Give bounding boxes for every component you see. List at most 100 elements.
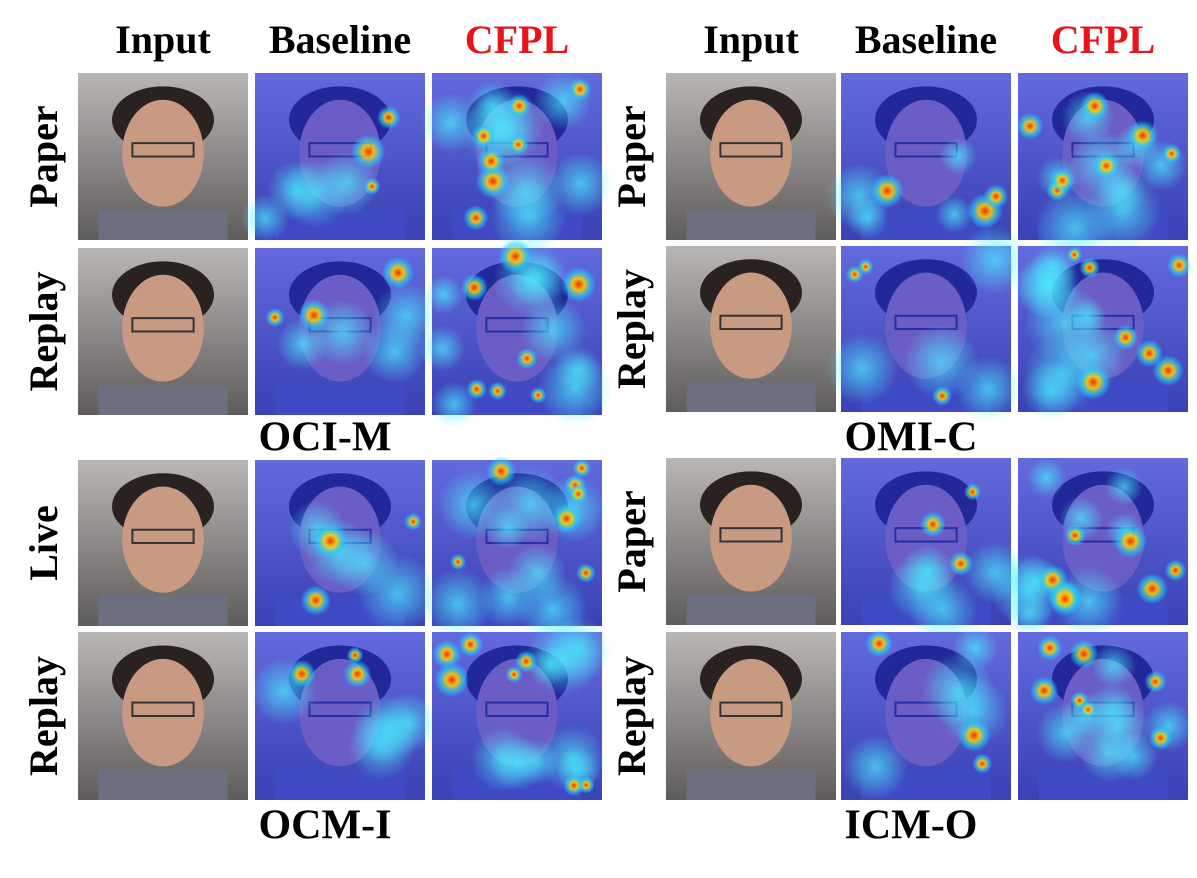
- hot-spot: [1063, 524, 1086, 547]
- column-header: CFPL: [465, 17, 569, 62]
- hot-spot: [505, 665, 523, 684]
- attention-map: [250, 632, 440, 800]
- glasses: [719, 142, 783, 158]
- warm-spot: [492, 466, 569, 542]
- hot-spot: [972, 753, 993, 774]
- warm-spot: [939, 137, 977, 175]
- input-image: [666, 632, 836, 800]
- hot-spot: [560, 266, 597, 303]
- warm-spot: [422, 568, 494, 640]
- hot-spot: [514, 650, 538, 673]
- warm-spot: [960, 224, 1030, 295]
- panel-title: OMI-C: [845, 415, 978, 461]
- shoulders: [686, 594, 816, 625]
- hot-spot: [351, 134, 386, 169]
- face: [710, 99, 792, 207]
- hot-spot: [1112, 324, 1139, 351]
- input-image: [666, 458, 836, 625]
- hot-spot: [1148, 726, 1173, 750]
- hot-spot: [312, 523, 349, 559]
- row-label: Paper: [609, 490, 654, 592]
- hot-spot: [1166, 253, 1192, 278]
- attention-map: [420, 71, 613, 256]
- hot-spot: [1050, 168, 1075, 193]
- hot-spot: [381, 256, 415, 289]
- attention-map: [841, 625, 1011, 800]
- face: [710, 272, 792, 379]
- warm-spot: [347, 711, 416, 781]
- shoulders: [98, 384, 228, 415]
- hot-spot: [287, 659, 316, 689]
- hot-spot: [1048, 582, 1082, 616]
- hot-spot: [434, 662, 470, 698]
- panel-title: OCI-M: [259, 415, 392, 461]
- attention-map: [841, 458, 1027, 645]
- attention-map: [1016, 73, 1188, 268]
- hot-spot: [1029, 676, 1059, 706]
- hot-spot: [1093, 152, 1120, 179]
- hot-spot: [983, 184, 1009, 209]
- hot-spot: [1066, 246, 1083, 263]
- hot-spot: [377, 105, 401, 130]
- column-header: Baseline: [269, 17, 411, 62]
- row-label: Replay: [21, 656, 66, 776]
- input-image: [78, 73, 248, 240]
- shoulders: [98, 596, 228, 626]
- hot-spot: [1127, 120, 1159, 152]
- attention-map: [422, 456, 607, 645]
- attention-map: [255, 248, 440, 415]
- shoulders: [98, 769, 228, 800]
- face: [122, 274, 204, 382]
- hot-spot: [1069, 639, 1099, 669]
- attention-map: [825, 73, 1011, 240]
- hot-spot: [1164, 559, 1187, 582]
- hot-spot: [486, 456, 517, 487]
- hot-spot: [529, 387, 547, 404]
- hot-spot: [363, 177, 381, 195]
- hot-spot: [1080, 91, 1110, 121]
- warm-spot: [419, 325, 466, 372]
- attention-map: [1018, 632, 1194, 800]
- glasses: [131, 528, 195, 544]
- hot-spot: [432, 639, 462, 669]
- hot-spot: [1079, 700, 1098, 719]
- row-label: Live: [21, 505, 66, 581]
- hot-spot: [1135, 339, 1164, 367]
- hot-spot: [449, 553, 467, 571]
- hot-spot: [297, 299, 330, 332]
- attention-map: [419, 239, 613, 428]
- glasses: [719, 527, 783, 543]
- warm-spot: [846, 197, 889, 239]
- hot-spot: [300, 585, 331, 616]
- shoulders: [686, 209, 816, 240]
- hot-spot: [1079, 257, 1101, 279]
- warm-spot: [935, 195, 973, 234]
- input-image: [666, 73, 836, 240]
- hot-spot: [870, 174, 905, 208]
- warm-spot: [1086, 694, 1151, 759]
- shoulders: [98, 209, 228, 240]
- hot-spot: [466, 378, 488, 400]
- hot-spot: [507, 93, 532, 119]
- warm-spot: [952, 625, 999, 672]
- hot-spot: [463, 205, 489, 231]
- shoulders: [686, 382, 816, 412]
- warm-spot: [903, 323, 979, 400]
- warm-spot: [478, 566, 539, 628]
- warm-spot: [937, 675, 1009, 747]
- hot-spot: [346, 646, 364, 664]
- warm-spot: [1091, 643, 1137, 689]
- face: [122, 99, 204, 207]
- hot-spot: [1113, 524, 1148, 558]
- hot-spot: [932, 385, 953, 406]
- attention-map: [991, 458, 1188, 638]
- warm-spot: [420, 92, 482, 154]
- warm-spot: [826, 332, 899, 405]
- warm-spot: [276, 318, 329, 370]
- warm-spot: [548, 152, 613, 217]
- warm-spot: [1007, 591, 1053, 637]
- hot-spot: [563, 774, 585, 797]
- hot-spot: [865, 629, 893, 658]
- hot-spot: [948, 551, 974, 576]
